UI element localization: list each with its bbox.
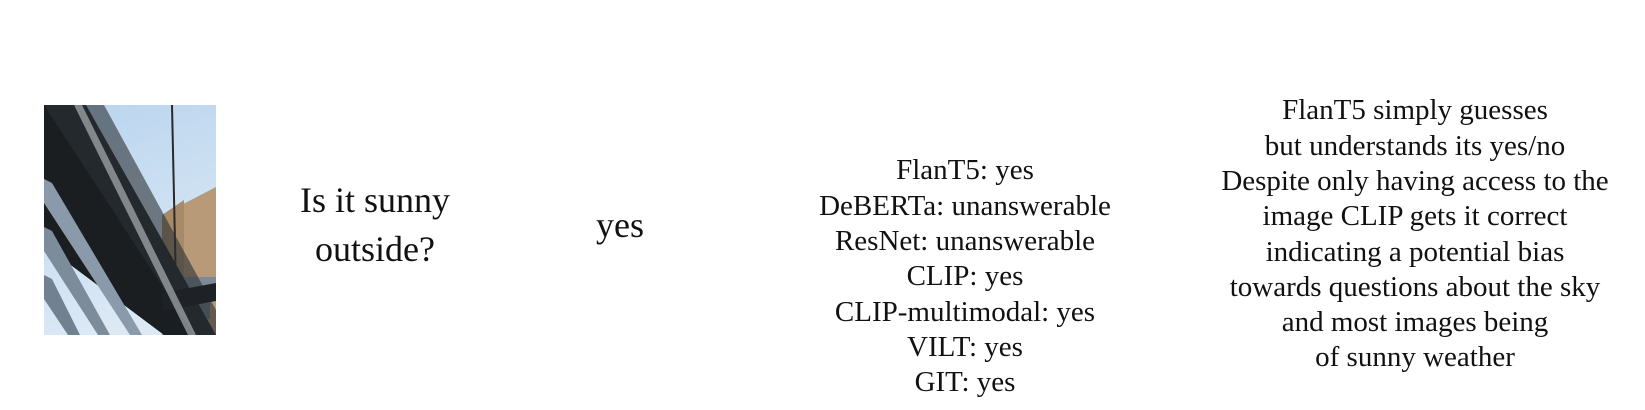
prediction-resnet: ResNet: unanswerable bbox=[834, 225, 1096, 258]
explanation-line: of sunny weather bbox=[1315, 341, 1515, 374]
prediction-clip-multimodal: CLIP-multimodal: yes bbox=[834, 295, 1096, 328]
prediction-flant5: FlanT5: yes bbox=[896, 154, 1034, 187]
explanation-line: and most images being bbox=[1281, 306, 1549, 339]
question-line: outside? bbox=[315, 229, 435, 269]
model-predictions: FlanT5: yes DeBERTa: unanswerable ResNet… bbox=[765, 150, 1165, 404]
explanation-line: towards questions about the sky bbox=[1229, 270, 1601, 303]
prediction-vilt: VILT: yes bbox=[907, 330, 1023, 363]
prediction-clip: CLIP: yes bbox=[906, 260, 1024, 293]
explanation-line: indicating a potential bias bbox=[1265, 235, 1565, 268]
explanation-line: but understands its yes/no bbox=[1264, 129, 1566, 162]
explanation-line: Despite only having access to the bbox=[1221, 164, 1609, 197]
ground-truth-answer: yes bbox=[560, 200, 680, 250]
example-photo bbox=[44, 105, 216, 335]
question-line: Is it sunny bbox=[299, 180, 450, 220]
explanation-line: image CLIP gets it correct bbox=[1262, 200, 1568, 233]
prediction-git: GIT: yes bbox=[914, 366, 1016, 399]
explanation-line: FlanT5 simply guesses bbox=[1282, 94, 1548, 127]
answer-text: yes bbox=[596, 205, 644, 245]
question-text: Is it sunny outside? bbox=[255, 170, 495, 280]
prediction-deberta: DeBERTa: unanswerable bbox=[819, 189, 1111, 222]
explanation-text: FlanT5 simply guesses but understands it… bbox=[1190, 92, 1640, 377]
